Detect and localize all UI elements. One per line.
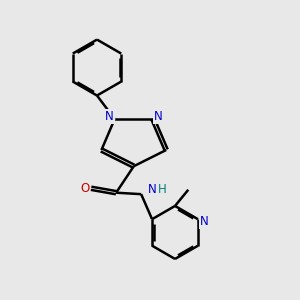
Text: N: N <box>200 215 209 228</box>
Text: N: N <box>148 183 157 196</box>
Text: H: H <box>158 183 167 196</box>
Text: N: N <box>105 110 114 123</box>
Text: N: N <box>154 110 163 123</box>
Text: O: O <box>80 182 89 195</box>
